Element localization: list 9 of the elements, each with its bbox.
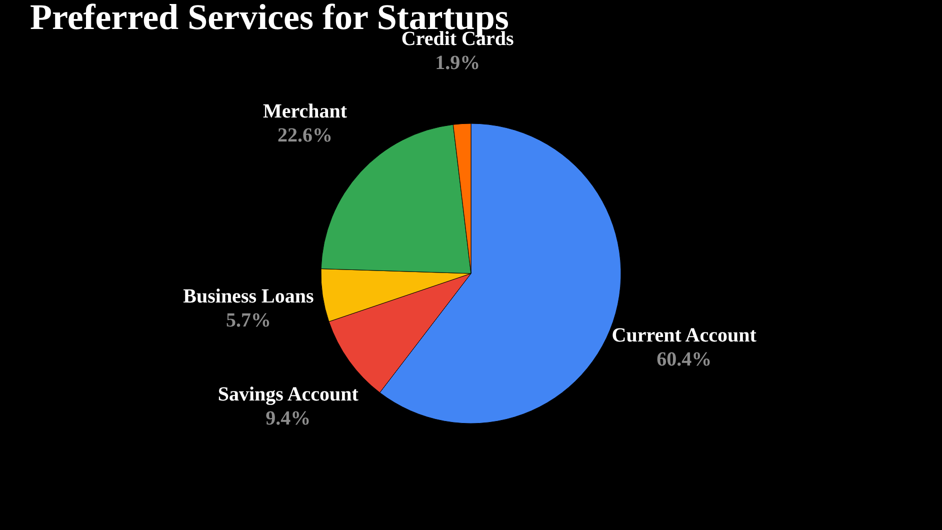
- slice-label: Savings Account: [218, 384, 359, 406]
- data-label: 9.4%: [266, 408, 311, 430]
- slice-label: Current Account: [612, 324, 757, 347]
- data-label: 1.9%: [435, 52, 480, 74]
- slice-label: Business Loans: [183, 286, 314, 308]
- data-label: 5.7%: [226, 310, 271, 332]
- data-label: 22.6%: [278, 124, 333, 147]
- slice-label: Merchant: [263, 100, 348, 123]
- data-label: 60.4%: [656, 348, 712, 371]
